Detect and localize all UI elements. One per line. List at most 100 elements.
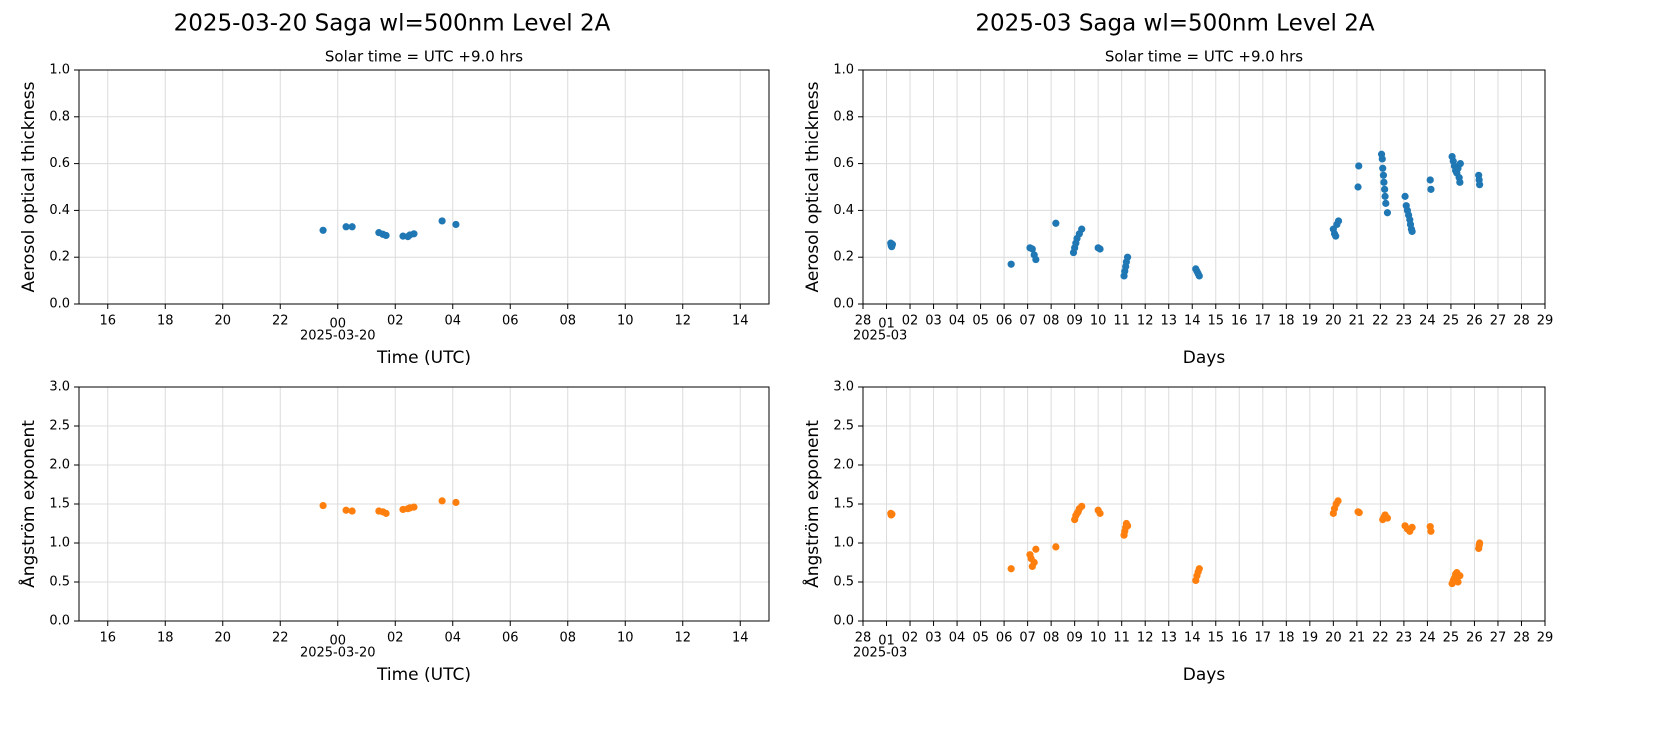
data-point	[1332, 232, 1340, 240]
data-point	[1078, 225, 1086, 233]
data-point	[1381, 192, 1389, 200]
data-point	[1379, 164, 1387, 172]
x-tick-label: 11	[1113, 631, 1130, 646]
x-tick-label: 00	[329, 634, 346, 649]
data-point	[319, 226, 327, 234]
x-tick-label: 03	[925, 631, 942, 646]
data-point	[1383, 209, 1392, 217]
x-tick-label: 22	[1372, 314, 1389, 329]
data-point	[1007, 260, 1015, 268]
data-point	[1476, 181, 1484, 189]
y-tick-label: 0.2	[833, 250, 854, 265]
x-tick-label: 01	[878, 634, 895, 649]
y-tick-label: 0.4	[49, 203, 70, 218]
x-tick-label: 14	[732, 314, 749, 329]
data-point	[1195, 272, 1203, 280]
data-point	[888, 510, 896, 518]
x-tick-label: 10	[1090, 631, 1107, 646]
data-point	[1028, 245, 1036, 253]
x-tick-label: 25	[1443, 631, 1460, 646]
y-tick-label: 0.6	[49, 156, 70, 171]
x-tick-label: 22	[1372, 631, 1389, 646]
data-point	[452, 498, 460, 507]
x-tick-label: 20	[214, 314, 231, 329]
x-tick-label: 06	[996, 631, 1013, 646]
x-tick-label: 04	[949, 314, 966, 329]
x-tick-label: 08	[1043, 631, 1060, 646]
x-tick-label: 27	[1490, 631, 1507, 646]
y-tick-label: 1.0	[833, 63, 854, 78]
x-tick-label: 14	[1184, 314, 1201, 329]
x-tick-label: 29	[1537, 631, 1554, 646]
x-tick-label: 11	[1113, 314, 1130, 329]
x-tick-label: 03	[925, 314, 942, 329]
x-tick-label: 09	[1066, 314, 1083, 329]
x-tick-label: 06	[502, 314, 519, 329]
x-tick-label: 28	[1513, 631, 1530, 646]
x-tick-label: 14	[732, 631, 749, 646]
x-tick-label: 08	[559, 314, 576, 329]
chart-title: 2025-03-20 Saga wl=500nm Level 2A	[174, 11, 611, 37]
x-tick-label: 10	[617, 631, 634, 646]
x-tick-label: 13	[1160, 631, 1177, 646]
x-tick-label: 26	[1466, 314, 1483, 329]
x-tick-label: 28	[1513, 314, 1530, 329]
data-point	[1355, 162, 1363, 170]
data-point	[1427, 527, 1435, 535]
x-tick-label: 19	[1302, 631, 1319, 646]
plot-frame	[78, 69, 770, 305]
x-offset-label: 2025-03-20	[300, 646, 376, 661]
data-point	[1379, 171, 1388, 179]
data-point	[1032, 255, 1040, 264]
data-point	[1456, 178, 1464, 186]
y-tick-label: 0.5	[49, 575, 70, 590]
data-point	[319, 501, 327, 510]
x-tick-label: 04	[444, 631, 461, 646]
plot-frame	[862, 386, 1546, 622]
x-tick-label: 27	[1490, 314, 1507, 329]
x-tick-label: 12	[1137, 314, 1154, 329]
x-tick-label: 23	[1396, 314, 1413, 329]
data-point	[1355, 508, 1363, 517]
data-point	[452, 220, 460, 229]
y-tick-label: 0.6	[833, 156, 854, 171]
x-tick-label: 22	[272, 631, 289, 646]
data-point	[888, 240, 896, 248]
x-tick-label: 13	[1160, 314, 1177, 329]
data-point	[382, 231, 390, 240]
x-tick-label: 17	[1255, 314, 1272, 329]
plot-frame	[78, 386, 770, 622]
x-tick-label: 06	[996, 314, 1013, 329]
x-tick-label: 10	[1090, 314, 1107, 329]
x-tick-label: 01	[878, 317, 895, 332]
x-tick-label: 28	[855, 631, 872, 646]
x-tick-label: 21	[1349, 631, 1366, 646]
x-tick-label: 08	[1043, 314, 1060, 329]
x-tick-label: 02	[902, 314, 919, 329]
data-point	[1123, 522, 1132, 530]
x-tick-label: 18	[157, 314, 174, 329]
x-axis-label: Days	[1183, 665, 1226, 685]
data-point	[1007, 565, 1015, 573]
data-point	[410, 230, 418, 238]
x-axis-label: Days	[1183, 348, 1226, 368]
plot-frame	[862, 69, 1546, 305]
data-point	[1096, 509, 1104, 517]
y-tick-label: 0.5	[833, 575, 854, 590]
x-offset-label: 2025-03	[853, 329, 907, 344]
x-tick-label: 16	[99, 631, 116, 646]
data-point	[1408, 227, 1416, 236]
y-tick-label: 2.0	[49, 458, 70, 473]
x-tick-label: 20	[1325, 314, 1342, 329]
data-point	[1381, 185, 1389, 193]
x-tick-label: 00	[329, 317, 346, 332]
y-tick-label: 0.2	[49, 250, 70, 265]
data-point	[1383, 514, 1392, 522]
x-tick-label: 02	[387, 631, 404, 646]
data-point	[1334, 497, 1342, 505]
y-tick-label: 0.4	[833, 203, 854, 218]
chart-title: 2025-03 Saga wl=500nm Level 2A	[975, 11, 1374, 37]
x-tick-label: 12	[1137, 631, 1154, 646]
data-point	[1408, 523, 1416, 532]
